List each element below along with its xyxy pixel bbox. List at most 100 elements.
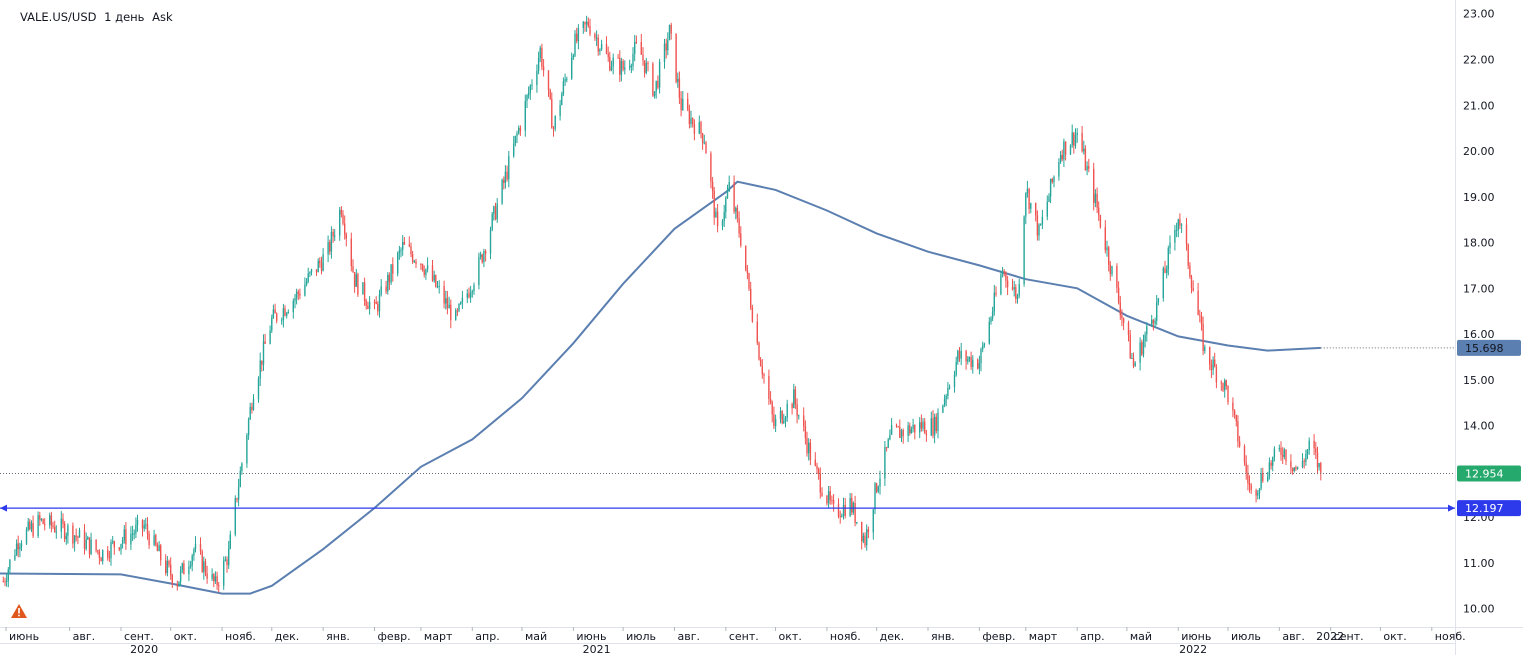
time-tick-label: июль: [626, 630, 656, 643]
candle-body: [1166, 269, 1168, 273]
candle-body: [252, 399, 255, 410]
candle-body: [1212, 359, 1214, 370]
candle-body: [1084, 148, 1087, 171]
candle-body: [1132, 358, 1135, 367]
candle-body: [798, 415, 800, 417]
candle-body: [218, 585, 220, 587]
candle-body: [508, 156, 510, 180]
candle-body: [304, 284, 306, 296]
candle-body: [983, 343, 986, 346]
candle-body: [284, 308, 286, 316]
candle-body: [1013, 287, 1015, 290]
candle-body: [1111, 266, 1113, 275]
candle-body: [286, 313, 288, 316]
candle-body: [554, 116, 556, 129]
candle-body: [854, 503, 856, 523]
candle-body: [826, 495, 828, 504]
time-tick-label: дек.: [880, 630, 905, 643]
candle-body: [25, 529, 28, 544]
candle-body: [160, 545, 162, 561]
candle-body: [493, 206, 495, 214]
candle-body: [630, 65, 633, 67]
candle-body: [643, 60, 646, 73]
candle-body: [1243, 446, 1246, 463]
candle-body: [715, 211, 717, 218]
candle-body: [1318, 463, 1320, 468]
candle-body: [363, 282, 366, 301]
candle-body: [342, 214, 344, 224]
candle-body: [322, 254, 324, 271]
candle-body: [1162, 268, 1164, 299]
candle-body: [20, 543, 23, 547]
candle-body: [108, 557, 111, 559]
candle-body: [877, 486, 879, 492]
time-tick-label: июнь: [576, 630, 606, 643]
candle-body: [42, 519, 44, 524]
candle-body: [746, 269, 749, 274]
candle-body: [1018, 284, 1020, 296]
candle-body: [899, 427, 901, 438]
ray-right-arrow: [1448, 504, 1455, 512]
candle-body: [17, 543, 19, 550]
candle-body: [711, 181, 714, 191]
candle-body: [1255, 490, 1257, 496]
candle-body: [566, 78, 568, 80]
candle-body: [294, 298, 296, 301]
warning-icon[interactable]: [10, 603, 28, 623]
candle-body: [345, 234, 347, 239]
time-tick-label: окт.: [779, 630, 802, 643]
candle-body: [571, 57, 573, 79]
candle-body: [577, 28, 580, 42]
candle-body: [779, 411, 782, 420]
candle-body: [980, 349, 982, 364]
candle-body: [350, 238, 352, 267]
candle-body: [653, 91, 656, 96]
candle-body: [678, 78, 681, 98]
candle-body: [317, 260, 319, 273]
candle-body: [1296, 467, 1299, 469]
candle-body: [619, 57, 621, 75]
candle-body: [967, 359, 969, 362]
candle-body: [1005, 272, 1007, 281]
year-label: 2022: [1179, 643, 1207, 655]
candle-body: [783, 421, 785, 423]
candle-body: [107, 550, 109, 558]
moving-average-line: [0, 180, 1321, 595]
candle-body: [4, 581, 6, 583]
candle-body: [585, 21, 588, 25]
candle-body: [297, 291, 299, 294]
candle-body: [224, 559, 227, 561]
candle-body: [914, 424, 916, 433]
candle-body: [536, 70, 538, 86]
candle-body: [599, 49, 601, 52]
candle-body: [1214, 359, 1216, 367]
candle-body: [1180, 224, 1183, 226]
candle-body: [1151, 319, 1153, 327]
time-tick-label: май: [1130, 630, 1152, 643]
candle-body: [1142, 341, 1145, 355]
candle-body: [179, 569, 182, 582]
candle-body: [897, 426, 899, 428]
candle-body: [445, 298, 447, 304]
candle-body: [489, 230, 492, 254]
candle-body: [216, 576, 218, 586]
candle-body: [725, 198, 727, 213]
candle-body: [494, 206, 497, 220]
candle-body: [1192, 288, 1194, 291]
candle-body: [572, 55, 575, 58]
candle-body: [259, 360, 261, 379]
candle-body: [1245, 462, 1247, 473]
candle-body: [1122, 318, 1125, 323]
price-tick-label: 22.00: [1463, 53, 1495, 66]
candle-body: [168, 561, 170, 565]
candle-body: [87, 537, 89, 540]
candle-body: [1285, 449, 1287, 462]
candle-body: [27, 521, 29, 530]
candle-body: [677, 78, 679, 82]
candle-body: [75, 535, 77, 537]
candle-body: [1049, 178, 1052, 197]
time-tick-label: нояб.: [225, 630, 256, 643]
candle-body: [339, 209, 341, 236]
